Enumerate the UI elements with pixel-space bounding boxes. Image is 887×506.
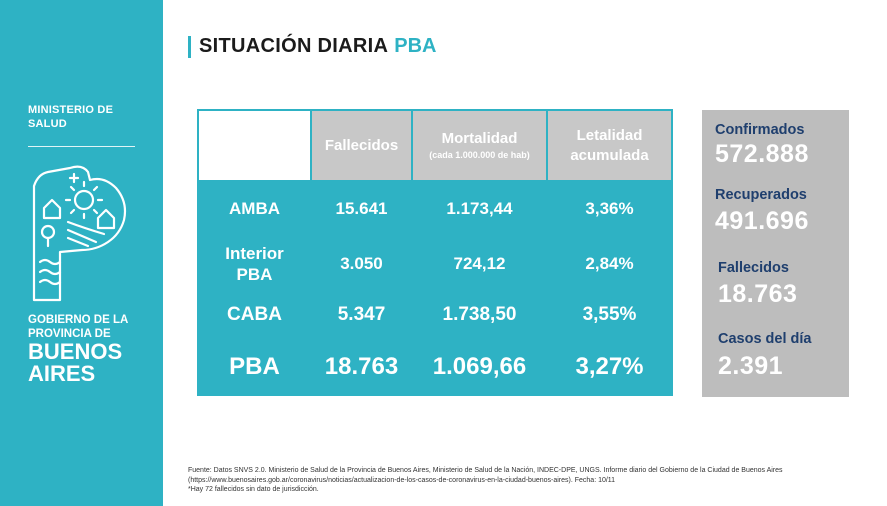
region-line-2: PBA [236, 264, 273, 284]
province-logo-icon [32, 165, 127, 302]
table-cell-mortalidad: 1.738,50 [413, 292, 546, 338]
table-cell-mortalidad: 1.069,66 [413, 340, 546, 394]
header-mortalidad-title: Mortalidad [441, 130, 518, 147]
casos-label: Casos del día [718, 331, 812, 347]
footnote-line-3: *Hay 72 fallecidos sin dato de jurisdicc… [188, 486, 319, 493]
table-cell-letalidad: 2,84% [548, 237, 671, 290]
header-mortalidad-sub: (cada 1.000.000 de hab) [429, 150, 530, 160]
page-title: SITUACIÓN DIARIA PBA [188, 35, 436, 58]
table-cell-fallecidos: 5.347 [312, 292, 411, 338]
sidebar: MINISTERIO DE SALUD GOBIERNO DE [0, 0, 163, 506]
region-line-1: Interior [225, 243, 284, 263]
gov-line-3: BUENOS [28, 339, 123, 364]
footnote-line-1: Fuente: Datos SNVS 2.0. Ministerio de Sa… [188, 467, 783, 474]
government-label: GOBIERNO DE LA PROVINCIA DE [28, 313, 128, 341]
deaths-table: Fallecidos Mortalidad (cada 1.000.000 de… [197, 109, 673, 396]
header-letalidad-line-2: acumulada [570, 146, 649, 164]
gov-line-1: GOBIERNO DE LA [28, 314, 129, 326]
table-cell-fallecidos: 15.641 [312, 182, 411, 235]
table-row-region: AMBA [199, 182, 310, 235]
confirmados-value: 572.888 [715, 140, 809, 168]
title-accent-bar [188, 35, 191, 58]
summary-panel: Confirmados 572.888 Recuperados 491.696 … [702, 110, 849, 397]
table-cell-letalidad: 3,27% [548, 340, 671, 394]
sidebar-divider [28, 146, 135, 147]
gov-line-2: PROVINCIA DE [28, 328, 111, 340]
recuperados-value: 491.696 [715, 207, 809, 235]
fallecidos-value: 18.763 [718, 280, 798, 308]
header-letalidad: Letalidad acumulada [548, 111, 671, 180]
title-text: SITUACIÓN DIARIA [199, 35, 389, 57]
table-row-region: CABA [199, 292, 310, 338]
table-cell-letalidad: 3,36% [548, 182, 671, 235]
ministry-line-2: SALUD [28, 118, 67, 130]
table-cell-fallecidos: 3.050 [312, 237, 411, 290]
table-cell-mortalidad: 1.173,44 [413, 182, 546, 235]
footnote-line-2: (https://www.buenosaires.gob.ar/coronavi… [188, 476, 616, 484]
table-cell-fallecidos: 18.763 [312, 340, 411, 394]
table-row-region: Interior PBA [199, 237, 310, 290]
table-cell-letalidad: 3,55% [548, 292, 671, 338]
table-row-region: PBA [199, 340, 310, 394]
title-accent-text: PBA [394, 35, 437, 57]
gov-line-4: AIRES [28, 361, 96, 386]
recuperados-label: Recuperados [715, 187, 807, 203]
header-mortalidad: Mortalidad (cada 1.000.000 de hab) [413, 111, 546, 180]
table-cell-mortalidad: 724,12 [413, 237, 546, 290]
source-footnote: Fuente: Datos SNVS 2.0. Ministerio de Sa… [188, 466, 868, 495]
table-corner [199, 111, 310, 180]
confirmados-label: Confirmados [715, 122, 805, 138]
header-fallecidos: Fallecidos [312, 111, 411, 180]
ministry-line-1: MINISTERIO DE [28, 104, 114, 116]
casos-value: 2.391 [718, 352, 784, 380]
header-letalidad-line-1: Letalidad [576, 126, 643, 144]
fallecidos-label: Fallecidos [718, 260, 789, 276]
ministry-label: MINISTERIO DE SALUD [28, 103, 113, 131]
government-name: BUENOS AIRES [28, 341, 122, 385]
